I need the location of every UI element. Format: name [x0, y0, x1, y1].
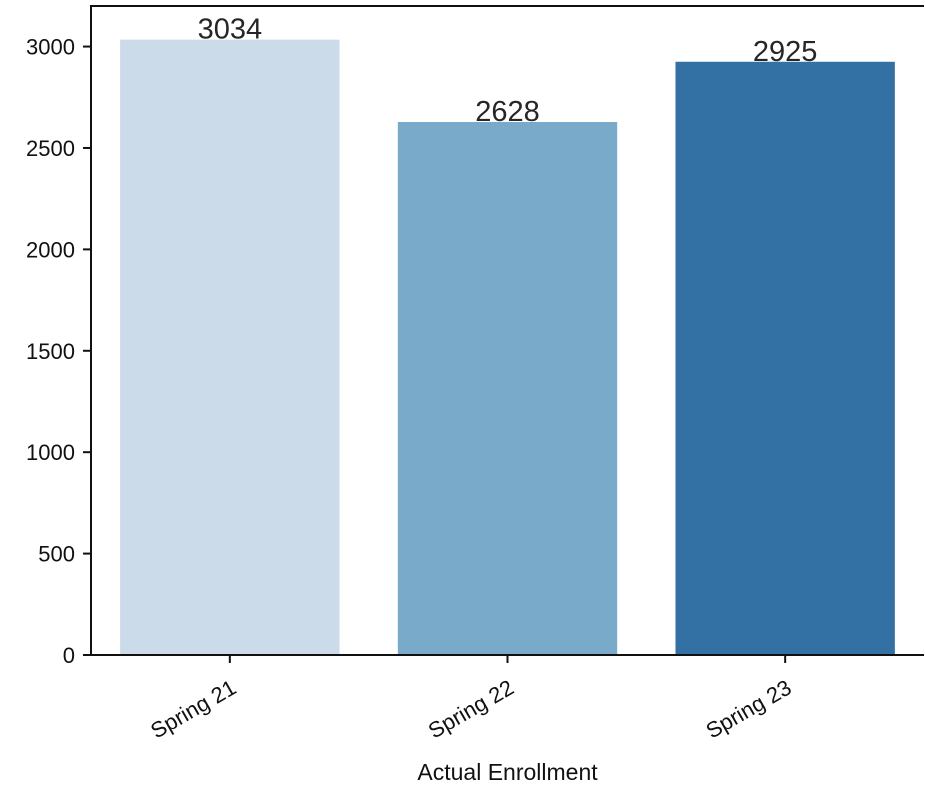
bar-value-label-1: 3034	[198, 14, 263, 46]
y-tick-label: 1500	[26, 339, 75, 364]
x-tick-label: Spring 21	[146, 675, 240, 744]
y-tick-label: 3000	[26, 35, 75, 60]
bar-value-labels: 3034 2628 2925	[198, 14, 818, 128]
bar-3	[675, 61, 895, 655]
bars	[120, 39, 895, 656]
bar-value-label-3: 2925	[753, 36, 818, 68]
y-tick-label: 1000	[26, 440, 75, 465]
y-tick-label: 2000	[26, 237, 75, 262]
y-axis: 0 500 1000 1500 2000 2500 3000	[26, 35, 91, 668]
bar-value-label-2: 2628	[475, 96, 540, 128]
x-tick-label: Spring 23	[702, 675, 796, 744]
x-tick-label: Spring 22	[424, 675, 518, 744]
y-tick-label: 2500	[26, 136, 75, 161]
x-axis-title: Actual Enrollment	[417, 759, 598, 785]
y-tick-label: 0	[63, 643, 75, 668]
axes-frame	[90, 5, 924, 656]
bar-2	[397, 122, 618, 655]
bar-1	[120, 39, 340, 656]
x-axis: Spring 21 Spring 22 Spring 23	[146, 655, 796, 744]
y-tick-label: 500	[38, 542, 75, 567]
